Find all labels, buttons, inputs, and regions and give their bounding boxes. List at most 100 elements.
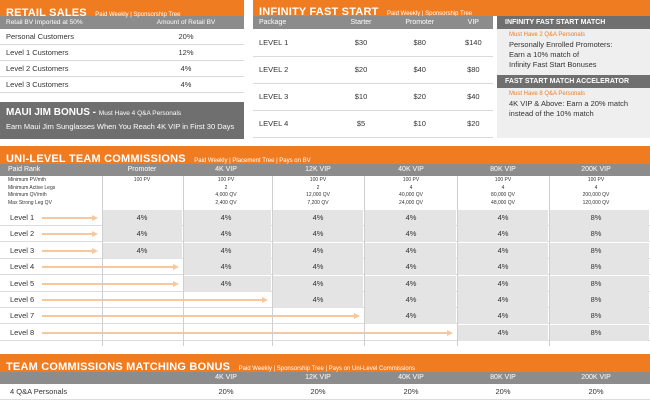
req-value: 40,000 QV [399, 192, 423, 198]
level-cell [273, 292, 363, 308]
level-cell [365, 242, 456, 259]
rank-4k-vip: 4K VIP [215, 166, 237, 173]
level-percent: 8% [590, 327, 602, 337]
level-arrow-icon [42, 329, 453, 336]
infinity-table: Package Starter Promoter VIP LEVEL 1 $30… [253, 16, 493, 138]
retail-row-value: 4% [180, 64, 192, 73]
level-cell [550, 259, 649, 276]
infinity-cell: $10 [385, 110, 454, 138]
level-percent: 4% [405, 262, 417, 272]
fast-start-match-line: Infinity Fast Start Bonuses [509, 59, 597, 69]
req-label: Minimum Active Legs [8, 184, 56, 191]
infinity-col-package: Package [259, 19, 287, 26]
req-label: Minimum PV/mth [8, 177, 47, 183]
matching-value: 20% [588, 387, 604, 396]
accelerator-requirement: Must Have 8 Q&A Personals [509, 91, 586, 98]
table-row: LEVEL 4 $5 $10 $20 [253, 110, 493, 138]
fast-start-match-title: INFINITY FAST START MATCH [497, 16, 650, 29]
req-col: 100 PV 4 40,000 QV 24,000 QV [376, 177, 446, 207]
retail-row-label: Level 1 Customers [6, 48, 69, 57]
level-percent: 8% [590, 229, 602, 239]
table-row: Level 7 4% 4% 8% [0, 308, 650, 325]
level-cell [550, 210, 649, 226]
match-rank: 200K VIP [581, 374, 611, 381]
level-percent: 4% [497, 278, 509, 288]
retail-sales-section: RETAIL SALES Paid Weekly | Sponsorship T… [0, 0, 244, 98]
req-value: 4 [501, 184, 505, 191]
table-row: Level 8 4% 8% [0, 324, 650, 341]
retail-row-label: Level 2 Customers [6, 64, 69, 73]
infinity-title: INFINITY FAST START [259, 6, 379, 18]
matching-header: TEAM COMMISSIONS MATCHING BONUS Paid Wee… [0, 354, 650, 373]
level-cell [273, 210, 363, 226]
match-rank: 4K VIP [215, 374, 237, 381]
infinity-cell: $20 [336, 56, 386, 84]
unilevel-header: UNI-LEVEL TEAM COMMISSIONS Paid Weekly |… [0, 146, 650, 165]
match-rank: 40K VIP [398, 374, 424, 381]
level-cell [184, 210, 271, 226]
maui-jim-requirement: Must Have 4 Q&A Personals [98, 110, 182, 117]
retail-column-header: Retail BV Imported at 50% Amount of Reta… [0, 16, 244, 29]
level-percent: 4% [136, 229, 148, 239]
table-row: Level 1 4% 4% 4% 4% 4% 8% [0, 210, 650, 226]
req-col: 100 PV 2 4,000 QV 2,400 QV [191, 177, 261, 207]
level-cell [365, 259, 456, 276]
retail-row-value: 20% [178, 32, 194, 41]
req-value: 4,000 QV [215, 192, 237, 198]
table-row: Level 4 4% 4% 4% 4% 8% [0, 259, 650, 276]
level-arrow-icon [42, 297, 268, 303]
infinity-cell: $140 [453, 29, 493, 57]
maui-jim-title-line: MAUI JIM BONUS - Must Have 4 Q&A Persona… [6, 107, 244, 118]
matching-subtitle: Paid Weekly | Sponsorship Tree | Pays on… [238, 366, 416, 372]
retail-sales-header: RETAIL SALES Paid Weekly | Sponsorship T… [0, 0, 244, 19]
unilevel-commissions-section: UNI-LEVEL TEAM COMMISSIONS Paid Weekly |… [0, 146, 650, 346]
req-value: 100 PV [587, 177, 605, 183]
req-value: 48,000 QV [491, 199, 515, 206]
level-percent: 4% [497, 327, 509, 337]
matching-value: 20% [218, 387, 234, 396]
req-value: 12,000 QV [306, 192, 330, 198]
level-arrow-icon [42, 264, 179, 271]
level-arrow-icon [42, 313, 360, 320]
rank-40k-vip: 40K VIP [398, 166, 424, 173]
table-row: LEVEL 1 $30 $80 $140 [253, 29, 493, 57]
match-rank: 80K VIP [490, 374, 516, 381]
column-divider [102, 176, 103, 346]
table-row: Level 5 4% 4% 4% 4% 8% [0, 275, 650, 292]
level-label: Level 6 [10, 295, 35, 304]
level-percent: 4% [220, 229, 232, 239]
table-row: LEVEL 2 $20 $40 $80 [253, 56, 493, 84]
infinity-cell: $40 [385, 56, 454, 84]
level-cell [365, 210, 456, 226]
requirement-labels: Minimum PV/mth Minimum Active Legs Minim… [8, 177, 55, 207]
level-percent: 4% [312, 278, 324, 288]
level-percent: 4% [220, 278, 232, 288]
match-rank: 12K VIP [305, 374, 331, 381]
level-cell [184, 242, 271, 259]
infinity-level-label: LEVEL 1 [253, 29, 337, 57]
infinity-level-label: LEVEL 4 [253, 110, 337, 138]
maui-jim-bonus-section: MAUI JIM BONUS - Must Have 4 Q&A Persona… [0, 102, 244, 139]
req-value: 4 [409, 184, 413, 191]
column-divider [457, 176, 458, 346]
level-cell [184, 275, 271, 292]
level-cell [365, 275, 456, 292]
level-cell [458, 210, 548, 226]
matching-row-label: 4 Q&A Personals [10, 387, 68, 396]
level-cell [458, 259, 548, 276]
column-divider [364, 176, 365, 346]
level-arrow-icon [42, 247, 98, 254]
infinity-cell: $10 [336, 83, 386, 111]
level-percent: 4% [220, 213, 232, 222]
level-percent: 4% [405, 311, 417, 321]
level-cell [550, 226, 649, 243]
req-value: 2 [224, 184, 228, 191]
level-cell [365, 226, 456, 243]
retail-row-label: Level 3 Customers [6, 80, 69, 89]
rank-12k-vip: 12K VIP [305, 166, 331, 173]
level-label: Level 5 [10, 278, 35, 288]
req-col: 100 PV [107, 177, 177, 185]
req-label: Max Strong Leg QV [8, 199, 52, 206]
matching-title: TEAM COMMISSIONS MATCHING BONUS [6, 361, 231, 373]
level-cell [458, 242, 548, 259]
